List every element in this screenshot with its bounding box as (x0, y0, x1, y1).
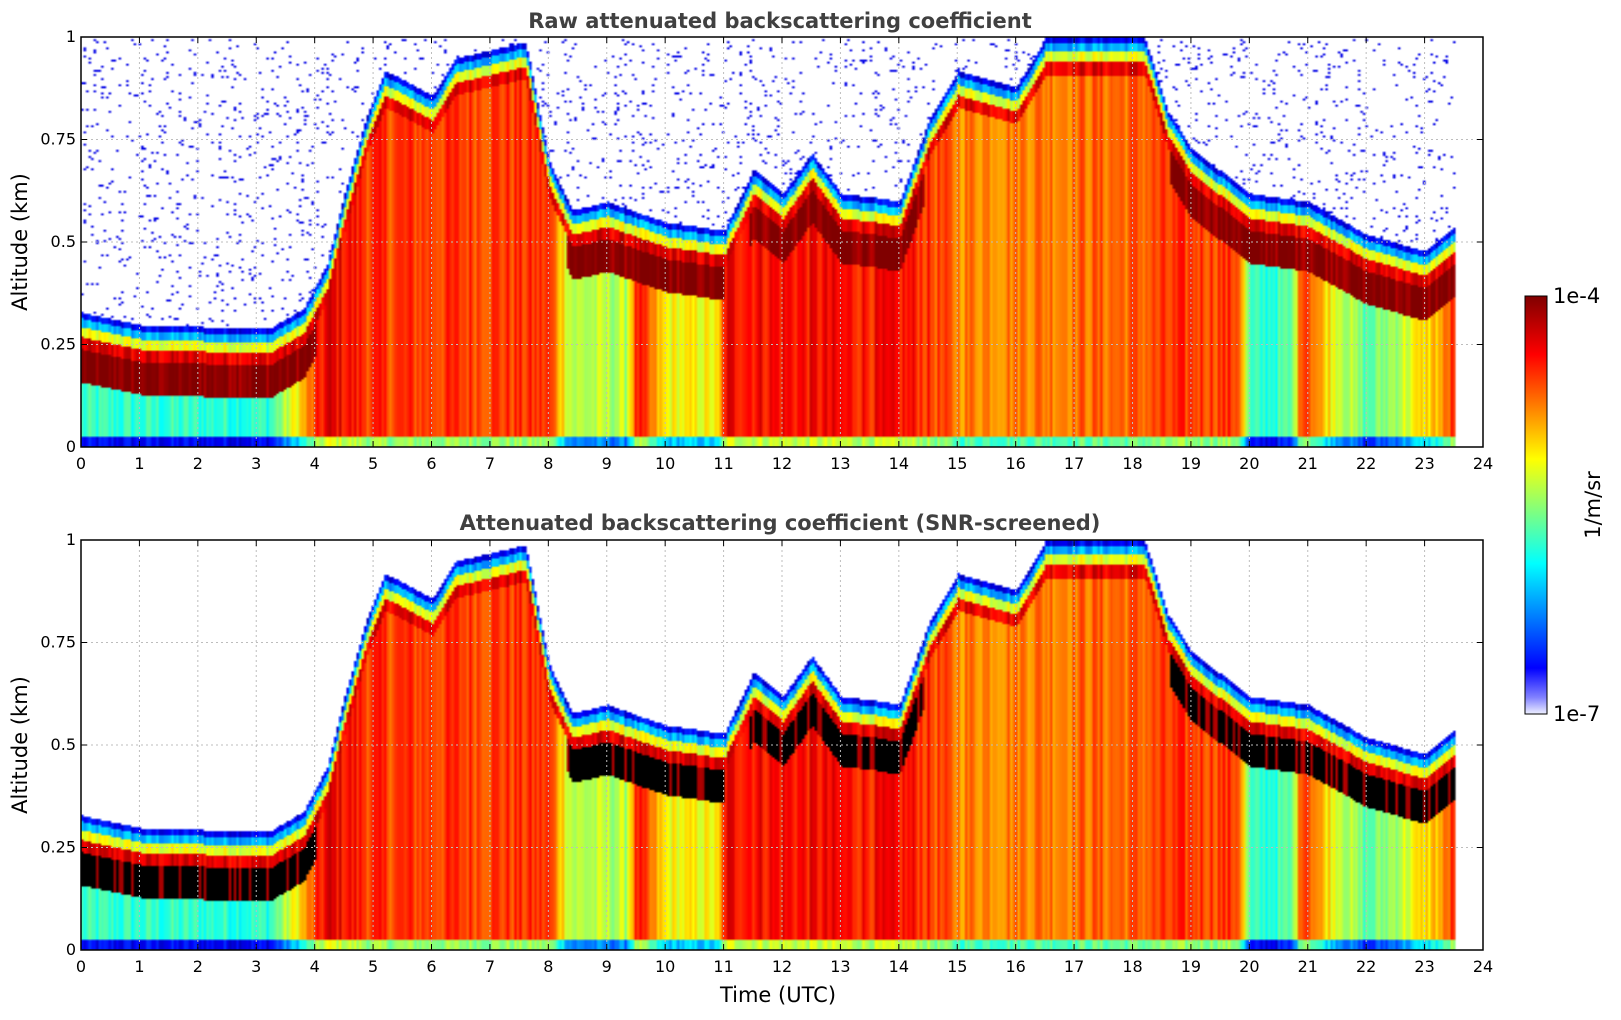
x-tick-label: 16 (1005, 957, 1025, 976)
y-tick-label: 0.75 (40, 633, 76, 652)
x-tick-label: 11 (713, 957, 733, 976)
x-tick-label: 10 (655, 454, 675, 473)
panel-raw: Raw attenuated backscattering coefficien… (8, 9, 1493, 473)
grid (81, 37, 1483, 447)
x-tick-label: 13 (830, 957, 850, 976)
x-tick-label: 23 (1414, 957, 1434, 976)
x-tick-label: 16 (1005, 454, 1025, 473)
x-tick-label: 15 (947, 454, 967, 473)
x-tick-label: 21 (1298, 957, 1318, 976)
x-tick-label: 24 (1473, 957, 1493, 976)
x-tick-label: 5 (368, 454, 378, 473)
x-tick-label: 1 (134, 454, 144, 473)
x-tick-label: 14 (889, 454, 909, 473)
colorbar-max-label: 1e-4 (1553, 284, 1600, 308)
x-tick-label: 8 (543, 454, 553, 473)
x-tick-label: 6 (426, 957, 436, 976)
x-tick-label: 6 (426, 454, 436, 473)
panel-screened: Attenuated backscattering coefficient (S… (8, 511, 1493, 1007)
colorbar: 1e-4 1e-7 1/m/sr (1524, 284, 1605, 726)
x-tick-label: 9 (602, 957, 612, 976)
x-tick-label: 10 (655, 957, 675, 976)
x-tick-label: 0 (76, 454, 86, 473)
y-tick-label: 0 (66, 940, 76, 959)
x-tick-label: 2 (193, 454, 203, 473)
x-tick-label: 12 (772, 957, 792, 976)
y-axis-label: Altitude (km) (8, 676, 32, 814)
x-tick-label: 22 (1356, 454, 1376, 473)
y-axis: 0 0.25 0.5 0.75 1 (40, 530, 1483, 959)
x-tick-label: 9 (602, 454, 612, 473)
x-tick-label: 19 (1181, 957, 1201, 976)
x-tick-label: 23 (1414, 454, 1434, 473)
x-axis-label: Time (UTC) (719, 983, 836, 1007)
colorbar-gradient (1524, 295, 1548, 715)
panel-title: Attenuated backscattering coefficient (S… (460, 511, 1101, 535)
x-tick-label: 11 (713, 454, 733, 473)
x-tick-label: 17 (1064, 454, 1084, 473)
y-tick-label: 0 (66, 437, 76, 456)
x-tick-label: 13 (830, 454, 850, 473)
y-axis-label: Altitude (km) (8, 173, 32, 311)
x-tick-label: 22 (1356, 957, 1376, 976)
x-axis: 0 1 2 3 4 5 6 7 8 9 10 11 12 13 14 15 16 17 18 19 20 21 22 23 24 (76, 37, 1493, 473)
x-tick-label: 1 (134, 957, 144, 976)
y-tick-label: 1 (66, 27, 76, 46)
y-tick-label: 0.75 (40, 130, 76, 149)
x-tick-label: 20 (1239, 957, 1259, 976)
x-tick-label: 3 (251, 957, 261, 976)
colorbar-unit-label: 1/m/sr (1581, 471, 1605, 539)
x-tick-label: 20 (1239, 454, 1259, 473)
x-tick-label: 18 (1122, 957, 1142, 976)
x-tick-label: 19 (1181, 454, 1201, 473)
x-tick-label: 24 (1473, 454, 1493, 473)
y-tick-label: 0.25 (40, 335, 76, 354)
x-tick-label: 5 (368, 957, 378, 976)
x-tick-label: 15 (947, 957, 967, 976)
x-tick-label: 14 (889, 957, 909, 976)
x-tick-label: 7 (485, 957, 495, 976)
x-tick-label: 3 (251, 454, 261, 473)
y-tick-label: 0.5 (51, 232, 76, 251)
x-tick-label: 17 (1064, 957, 1084, 976)
x-tick-label: 4 (310, 957, 320, 976)
panel-title: Raw attenuated backscattering coefficien… (528, 9, 1032, 33)
x-tick-label: 0 (76, 957, 86, 976)
x-tick-label: 2 (193, 957, 203, 976)
colorbar-min-label: 1e-7 (1553, 702, 1600, 726)
x-tick-label: 8 (543, 957, 553, 976)
y-axis: 0 0.25 0.5 0.75 1 (40, 27, 1483, 456)
y-tick-label: 1 (66, 530, 76, 549)
x-tick-label: 12 (772, 454, 792, 473)
y-tick-label: 0.5 (51, 735, 76, 754)
x-tick-label: 21 (1298, 454, 1318, 473)
x-tick-label: 18 (1122, 454, 1142, 473)
grid (81, 540, 1483, 950)
y-tick-label: 0.25 (40, 838, 76, 857)
x-tick-label: 4 (310, 454, 320, 473)
x-axis: 0 1 2 3 4 5 6 7 8 9 10 11 12 13 14 15 16 17 18 19 20 21 22 23 24 (76, 540, 1493, 976)
x-tick-label: 7 (485, 454, 495, 473)
